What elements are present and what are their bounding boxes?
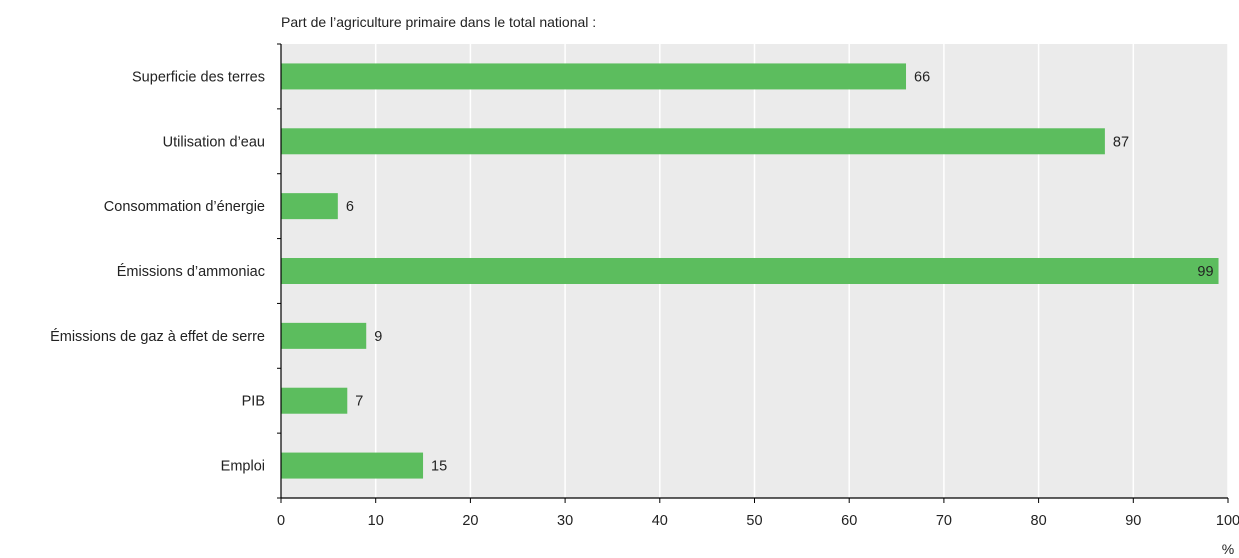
x-tick-label-2: 20 (462, 513, 478, 529)
x-tick-label-0: 0 (277, 513, 285, 529)
x-tick-label-7: 70 (936, 513, 952, 529)
bar-1 (281, 128, 1105, 155)
value-label-1: 87 (1113, 134, 1129, 150)
x-tick-label-1: 10 (368, 513, 384, 529)
bar-2 (281, 193, 338, 220)
bar-5 (281, 387, 348, 414)
x-tick-label-8: 80 (1031, 513, 1047, 529)
category-label-2: Consommation d’énergie (104, 199, 265, 215)
category-label-0: Superficie des terres (132, 69, 265, 85)
bar-0 (281, 63, 907, 90)
x-tick-label-10: 100 (1216, 513, 1239, 529)
chart-title: Part de l’agriculture primaire dans le t… (281, 14, 596, 30)
value-label-0: 66 (914, 69, 930, 85)
bar-3 (281, 258, 1219, 284)
value-label-4: 9 (374, 329, 382, 345)
category-label-1: Utilisation d’eau (163, 134, 265, 150)
x-tick-label-9: 90 (1125, 513, 1141, 529)
x-tick-label-5: 50 (746, 513, 762, 529)
value-label-3: 99 (1197, 264, 1213, 280)
plot-area: Superficie des terres 66 Utilisation d’eau… (50, 43, 1239, 529)
x-tick-label-6: 60 (841, 513, 857, 529)
x-axis-unit-label: % (1222, 541, 1234, 557)
category-label-3: Émissions d’ammoniac (117, 263, 265, 280)
x-tick-label-3: 30 (557, 513, 573, 529)
value-label-5: 7 (355, 394, 363, 410)
bar-4 (281, 322, 367, 349)
category-label-4: Émissions de gaz à effet de serre (50, 328, 265, 345)
value-label-6: 15 (431, 459, 447, 475)
value-label-2: 6 (346, 199, 354, 215)
x-tick-label-4: 40 (652, 513, 668, 529)
category-label-5: PIB (242, 394, 265, 410)
category-label-6: Emploi (221, 459, 265, 475)
bar-6 (281, 452, 424, 479)
